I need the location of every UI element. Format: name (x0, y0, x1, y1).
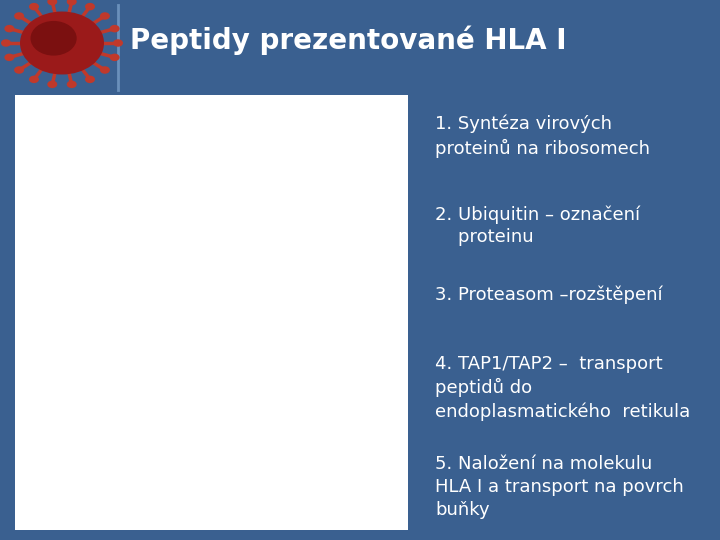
Circle shape (1, 39, 11, 47)
Circle shape (14, 66, 24, 74)
Text: 2. Ubiquitin – označení
    proteinu: 2. Ubiquitin – označení proteinu (435, 205, 640, 246)
Circle shape (113, 39, 123, 47)
Circle shape (109, 25, 120, 32)
Circle shape (48, 80, 58, 88)
Circle shape (14, 12, 24, 20)
Circle shape (29, 3, 39, 10)
Circle shape (100, 12, 110, 20)
Text: Peptidy prezentované HLA I: Peptidy prezentované HLA I (130, 25, 567, 55)
Circle shape (85, 76, 95, 83)
Circle shape (67, 80, 77, 88)
Circle shape (100, 66, 110, 74)
Text: 1. Syntéza virových
proteinů na ribosomech: 1. Syntéza virových proteinů na ribosome… (435, 115, 650, 158)
Text: 5. Naložení na molekulu
HLA I a transport na povrch
buňky: 5. Naložení na molekulu HLA I a transpor… (435, 455, 684, 519)
Text: 4. TAP1/TAP2 –  transport
peptidů do
endoplasmatického  retikula: 4. TAP1/TAP2 – transport peptidů do endo… (435, 355, 690, 421)
Circle shape (4, 25, 14, 32)
Circle shape (109, 53, 120, 61)
Bar (15, 95, 408, 530)
Circle shape (30, 21, 77, 56)
Circle shape (67, 0, 77, 5)
Text: 3. Proteasom –rozštěpení: 3. Proteasom –rozštěpení (435, 285, 662, 303)
Circle shape (85, 3, 95, 10)
Circle shape (48, 0, 58, 5)
Circle shape (4, 53, 14, 61)
Circle shape (20, 11, 104, 75)
Circle shape (29, 76, 39, 83)
